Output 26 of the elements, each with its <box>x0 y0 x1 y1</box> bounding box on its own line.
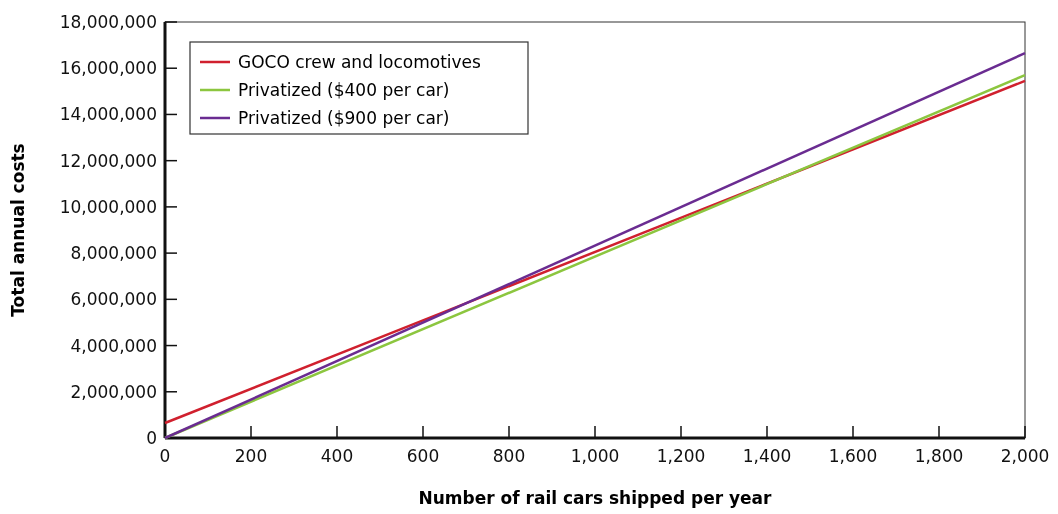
x-axis-title: Number of rail cars shipped per year <box>418 488 773 508</box>
x-tick-label: 1,600 <box>828 446 878 466</box>
y-tick-label: 2,000,000 <box>70 381 157 402</box>
legend-label: Privatized ($900 per car) <box>238 107 450 128</box>
x-tick-label: 400 <box>320 446 354 466</box>
y-axis-title: Total annual costs <box>8 143 28 317</box>
legend-label: GOCO crew and locomotives <box>238 51 482 72</box>
y-tick-label: 16,000,000 <box>59 58 157 79</box>
y-tick-label: 0 <box>146 427 157 448</box>
legend-label: Privatized ($400 per car) <box>238 79 450 100</box>
x-tick-label: 600 <box>406 446 440 466</box>
x-tick-label: 800 <box>492 446 526 466</box>
x-tick-label: 1,200 <box>656 446 706 466</box>
y-tick-label: 18,000,000 <box>59 11 157 32</box>
x-tick-label: 1,800 <box>914 446 964 466</box>
y-tick-label: 14,000,000 <box>59 104 157 125</box>
x-tick-label: 1,000 <box>570 446 620 466</box>
x-tick-label: 1,400 <box>742 446 792 466</box>
y-tick-label: 10,000,000 <box>59 196 157 217</box>
x-tick-label: 200 <box>234 446 268 466</box>
y-tick-label: 12,000,000 <box>59 150 157 171</box>
y-tick-label: 4,000,000 <box>70 335 157 356</box>
y-tick-label: 6,000,000 <box>70 289 157 310</box>
x-tick-label: 0 <box>159 446 171 466</box>
y-tick-label: 8,000,000 <box>70 243 157 264</box>
x-tick-label: 2,000 <box>1000 446 1050 466</box>
